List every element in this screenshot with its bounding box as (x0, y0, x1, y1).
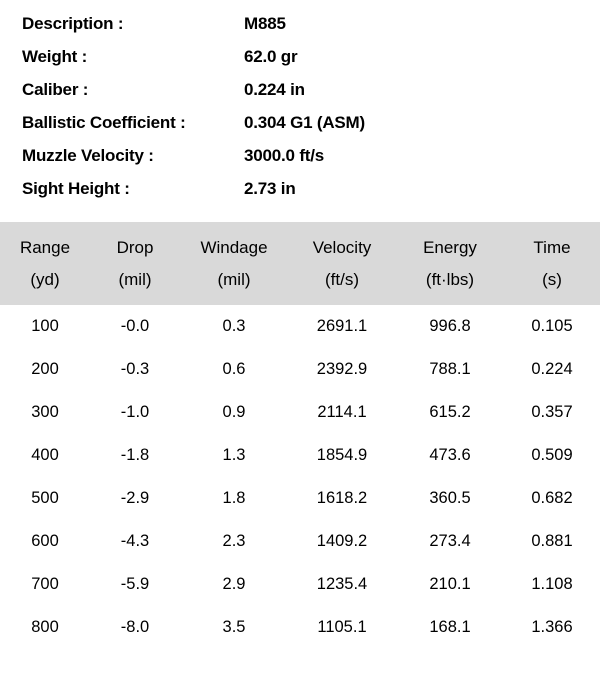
table-cell: 1.3 (180, 434, 288, 477)
meta-label: Muzzle Velocity : (22, 146, 244, 166)
table-cell: -2.9 (90, 477, 180, 520)
column-unit: (ft·lbs) (400, 264, 500, 296)
meta-row: Sight Height :2.73 in (22, 179, 578, 199)
column-name: Windage (184, 232, 284, 264)
meta-row: Description :M885 (22, 14, 578, 34)
meta-value: 62.0 gr (244, 47, 297, 67)
column-unit: (s) (508, 264, 596, 296)
meta-row: Ballistic Coefficient :0.304 G1 (ASM) (22, 113, 578, 133)
table-cell: 1.108 (504, 563, 600, 606)
column-name: Velocity (292, 232, 392, 264)
table-cell: 210.1 (396, 563, 504, 606)
meta-row: Caliber :0.224 in (22, 80, 578, 100)
table-cell: 1105.1 (288, 606, 396, 649)
table-cell: 0.3 (180, 305, 288, 348)
table-cell: -4.3 (90, 520, 180, 563)
table-cell: -8.0 (90, 606, 180, 649)
table-cell: 3.5 (180, 606, 288, 649)
column-header: Windage(mil) (180, 222, 288, 305)
table-row: 400-1.81.31854.9473.60.509 (0, 434, 600, 477)
table-cell: 0.105 (504, 305, 600, 348)
meta-value: 3000.0 ft/s (244, 146, 324, 166)
column-unit: (ft/s) (292, 264, 392, 296)
meta-value: 0.304 G1 (ASM) (244, 113, 365, 133)
meta-value: 0.224 in (244, 80, 305, 100)
meta-label: Description : (22, 14, 244, 34)
column-name: Time (508, 232, 596, 264)
table-cell: 1.8 (180, 477, 288, 520)
table-cell: 200 (0, 348, 90, 391)
table-cell: 273.4 (396, 520, 504, 563)
table-cell: 1854.9 (288, 434, 396, 477)
table-row: 800-8.03.51105.1168.11.366 (0, 606, 600, 649)
table-cell: 615.2 (396, 391, 504, 434)
table-cell: 168.1 (396, 606, 504, 649)
table-row: 300-1.00.92114.1615.20.357 (0, 391, 600, 434)
table-cell: 473.6 (396, 434, 504, 477)
table-cell: 0.509 (504, 434, 600, 477)
column-header: Time(s) (504, 222, 600, 305)
table-cell: 2392.9 (288, 348, 396, 391)
meta-label: Sight Height : (22, 179, 244, 199)
column-header: Drop(mil) (90, 222, 180, 305)
table-cell: -0.0 (90, 305, 180, 348)
column-name: Drop (94, 232, 176, 264)
table-cell: 0.881 (504, 520, 600, 563)
table-cell: 2691.1 (288, 305, 396, 348)
column-unit: (mil) (184, 264, 284, 296)
ballistics-table: Range(yd)Drop(mil)Windage(mil)Velocity(f… (0, 222, 600, 649)
table-cell: 788.1 (396, 348, 504, 391)
meta-row: Weight :62.0 gr (22, 47, 578, 67)
table-cell: 500 (0, 477, 90, 520)
column-header: Range(yd) (0, 222, 90, 305)
table-cell: 1235.4 (288, 563, 396, 606)
table-cell: 1.366 (504, 606, 600, 649)
table-cell: 1409.2 (288, 520, 396, 563)
table-cell: -5.9 (90, 563, 180, 606)
column-unit: (yd) (4, 264, 86, 296)
table-cell: 0.224 (504, 348, 600, 391)
table-cell: 400 (0, 434, 90, 477)
table-cell: 0.9 (180, 391, 288, 434)
meta-label: Weight : (22, 47, 244, 67)
table-row: 600-4.32.31409.2273.40.881 (0, 520, 600, 563)
table-cell: 100 (0, 305, 90, 348)
table-cell: 0.6 (180, 348, 288, 391)
table-row: 200-0.30.62392.9788.10.224 (0, 348, 600, 391)
table-row: 700-5.92.91235.4210.11.108 (0, 563, 600, 606)
table-cell: -1.8 (90, 434, 180, 477)
table-cell: -0.3 (90, 348, 180, 391)
table-body: 100-0.00.32691.1996.80.105200-0.30.62392… (0, 305, 600, 649)
table-cell: 360.5 (396, 477, 504, 520)
table-row: 100-0.00.32691.1996.80.105 (0, 305, 600, 348)
table-cell: 0.357 (504, 391, 600, 434)
table-cell: 2114.1 (288, 391, 396, 434)
meta-value: 2.73 in (244, 179, 296, 199)
column-header: Velocity(ft/s) (288, 222, 396, 305)
table-cell: 0.682 (504, 477, 600, 520)
table-cell: 1618.2 (288, 477, 396, 520)
metadata-block: Description :M885Weight :62.0 grCaliber … (0, 0, 600, 222)
table-cell: 2.9 (180, 563, 288, 606)
meta-value: M885 (244, 14, 286, 34)
column-header: Energy(ft·lbs) (396, 222, 504, 305)
column-unit: (mil) (94, 264, 176, 296)
table-cell: 300 (0, 391, 90, 434)
table-row: 500-2.91.81618.2360.50.682 (0, 477, 600, 520)
meta-label: Caliber : (22, 80, 244, 100)
table-cell: 800 (0, 606, 90, 649)
table-header: Range(yd)Drop(mil)Windage(mil)Velocity(f… (0, 222, 600, 305)
meta-row: Muzzle Velocity :3000.0 ft/s (22, 146, 578, 166)
table-cell: 2.3 (180, 520, 288, 563)
table-cell: 600 (0, 520, 90, 563)
column-name: Energy (400, 232, 500, 264)
table-cell: 996.8 (396, 305, 504, 348)
table-cell: -1.0 (90, 391, 180, 434)
table-cell: 700 (0, 563, 90, 606)
column-name: Range (4, 232, 86, 264)
meta-label: Ballistic Coefficient : (22, 113, 244, 133)
